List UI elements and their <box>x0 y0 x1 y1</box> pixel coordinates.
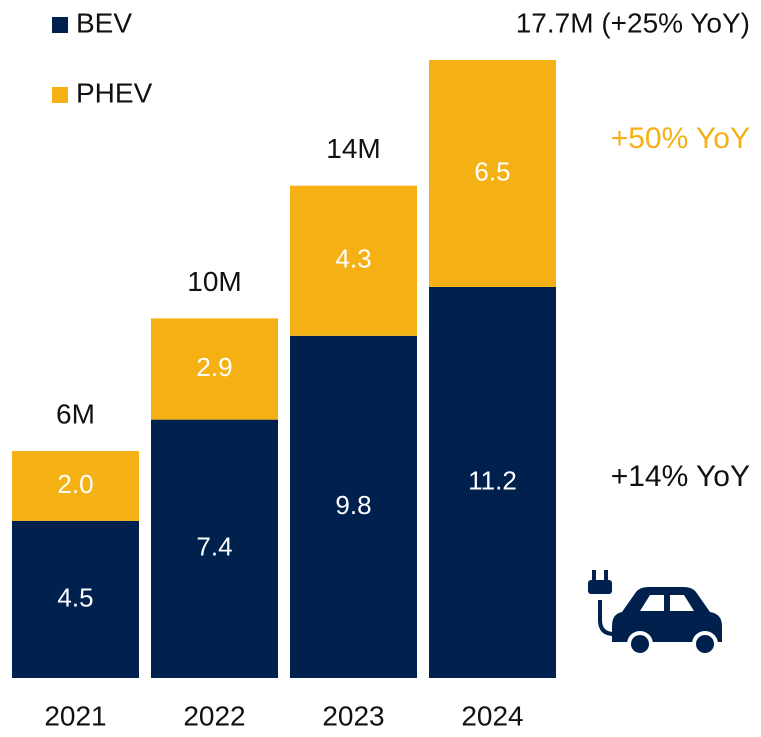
total-label: 17.7M (+25% YoY) <box>516 7 750 38</box>
value-label: 2.0 <box>57 469 93 499</box>
bar-segment <box>290 335 417 678</box>
value-label: 4.5 <box>57 582 93 612</box>
legend-swatch <box>52 17 68 33</box>
car-icon <box>588 570 722 657</box>
legend-label: PHEV <box>76 77 153 108</box>
legend-label: BEV <box>76 7 132 38</box>
annotation: +14% YoY <box>611 460 750 493</box>
bar-segment <box>151 419 278 678</box>
annotation: +50% YoY <box>611 122 750 155</box>
x-tick-label: 2023 <box>322 700 384 731</box>
total-label: 14M <box>326 133 380 164</box>
bar-segment <box>429 60 556 287</box>
bar-segment <box>12 520 139 678</box>
bar-segment <box>290 185 417 336</box>
bar-segment <box>429 286 556 678</box>
value-label: 9.8 <box>335 490 371 520</box>
total-label: 6M <box>56 398 95 429</box>
legend-swatch <box>52 87 68 103</box>
x-tick-label: 2022 <box>183 700 245 731</box>
value-label: 4.3 <box>335 244 371 274</box>
x-tick-label: 2021 <box>44 700 106 731</box>
bar-segment <box>151 318 278 420</box>
value-label: 2.9 <box>196 352 232 382</box>
value-label: 7.4 <box>196 532 232 562</box>
x-tick-label: 2024 <box>461 700 523 731</box>
value-label: 6.5 <box>474 156 510 186</box>
total-label: 10M <box>187 266 241 297</box>
value-label: 11.2 <box>468 465 517 495</box>
bar-segment <box>12 451 139 521</box>
